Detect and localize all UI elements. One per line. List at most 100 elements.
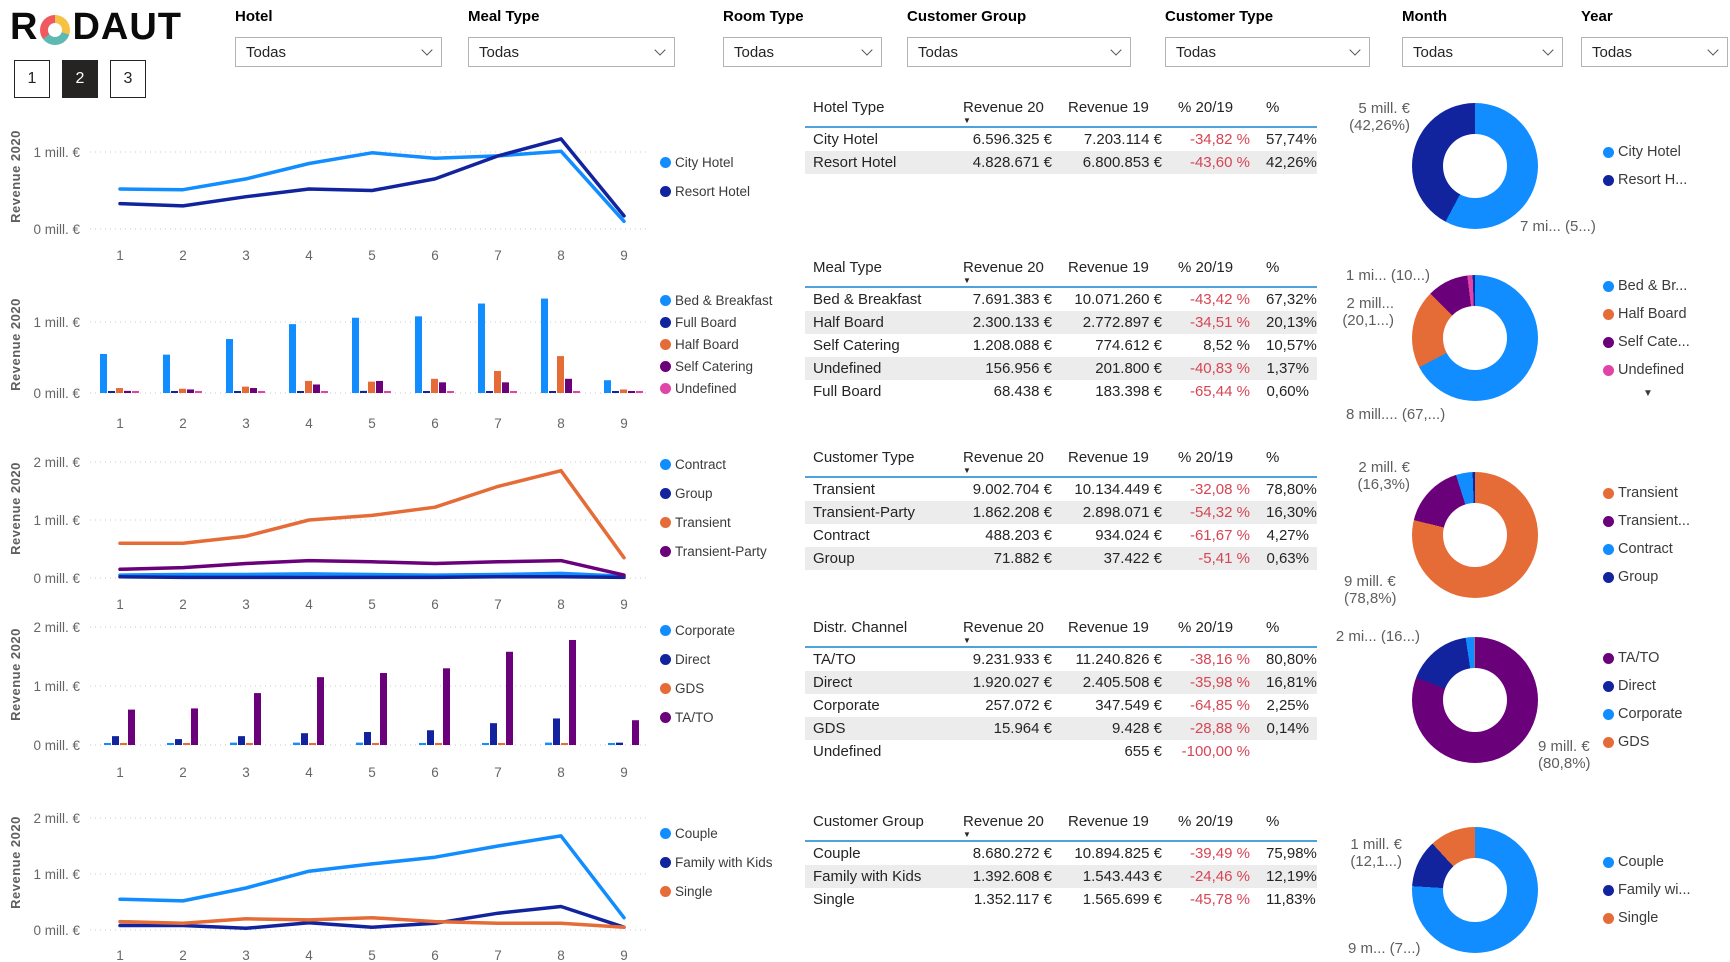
table-cell[interactable] — [1258, 740, 1317, 763]
column-header-[interactable]: % — [1258, 448, 1317, 478]
table-cell[interactable]: Corporate — [813, 697, 880, 714]
table-cell[interactable]: 9.002.704 € — [972, 481, 1052, 498]
table-row-gds[interactable]: GDS 15.964 € 9.428 € -28,88 % 0,14% — [805, 717, 1317, 740]
filter-dropdown-hotel[interactable]: Todas — [235, 37, 442, 67]
table-cell[interactable]: 1.862.208 € — [972, 504, 1052, 521]
table-cell[interactable]: Undefined — [813, 360, 882, 377]
column-header-revenue-19[interactable]: Revenue 19 — [1060, 812, 1170, 842]
table-cell[interactable]: -43,60 % — [1189, 154, 1250, 171]
legend-item-undefined[interactable]: Undefined — [660, 380, 800, 397]
chart-line-city-hotel[interactable]: 0 mill. € 1 mill. € 1 2 3 4 5 6 7 8 9 — [0, 124, 660, 264]
table-cell[interactable]: 0,60% — [1266, 383, 1309, 400]
column-header-20-19[interactable]: % 20/19 — [1170, 258, 1258, 288]
table-cell[interactable]: -65,44 % — [1189, 383, 1250, 400]
table-cell[interactable]: -100,00 % — [1181, 743, 1250, 760]
table-cell[interactable]: Transient-Party — [813, 504, 915, 521]
legend-item-group[interactable]: Group — [660, 485, 800, 502]
filter-dropdown-customer-group[interactable]: Todas — [907, 37, 1131, 67]
column-header-revenue-20[interactable]: Revenue 20 ▼ — [955, 812, 1060, 842]
legend-item-couple[interactable]: Couple — [1603, 854, 1730, 871]
table-cell[interactable]: 0,63% — [1266, 550, 1309, 567]
column-header-revenue-19[interactable]: Revenue 19 — [1060, 618, 1170, 648]
legend-item-family-with-kids[interactable]: Family with Kids — [660, 854, 800, 871]
legend-item-city-hotel[interactable]: City Hotel — [1603, 144, 1730, 161]
legend-item-direct[interactable]: Direct — [660, 651, 800, 668]
table-cell[interactable]: City Hotel — [813, 131, 879, 148]
table-cell[interactable]: 655 € — [1124, 743, 1162, 760]
table-cell[interactable]: 1,37% — [1266, 360, 1309, 377]
table-cell[interactable]: 6.596.325 € — [972, 131, 1052, 148]
column-header-customer-type[interactable]: Customer Type — [805, 448, 955, 478]
table-cell[interactable]: 15.964 € — [993, 720, 1052, 737]
table-cell[interactable]: Single — [813, 891, 855, 908]
table-cell[interactable]: 78,80% — [1266, 481, 1317, 498]
table-cell[interactable]: Group — [813, 550, 855, 567]
table-row-transient[interactable]: Transient 9.002.704 € 10.134.449 € -32,08 %… — [805, 477, 1317, 501]
table-cell[interactable]: -28,88 % — [1189, 720, 1250, 737]
table-cell[interactable]: -38,16 % — [1189, 651, 1250, 668]
table-cell[interactable]: Contract — [813, 527, 870, 544]
column-header-revenue-19[interactable]: Revenue 19 — [1060, 258, 1170, 288]
table-cell[interactable]: 4,27% — [1266, 527, 1309, 544]
table-cell[interactable]: 1.352.117 € — [973, 891, 1052, 908]
table-cell[interactable]: 75,98% — [1266, 845, 1317, 862]
column-header-revenue-19[interactable]: Revenue 19 — [1060, 448, 1170, 478]
table-cell[interactable]: -45,78 % — [1189, 891, 1250, 908]
table-cell[interactable]: -40,83 % — [1189, 360, 1250, 377]
table-cell[interactable]: 774.612 € — [1095, 337, 1162, 354]
column-header-[interactable]: % — [1258, 618, 1317, 648]
table-row-half-board[interactable]: Half Board 2.300.133 € 2.772.897 € -34,51 %… — [805, 311, 1317, 334]
table-cell[interactable]: 2.898.071 € — [1082, 504, 1162, 521]
legend-item-undefined[interactable]: Undefined — [1603, 362, 1730, 379]
legend-item-transient[interactable]: Transient... — [1603, 513, 1730, 530]
column-header-20-19[interactable]: % 20/19 — [1170, 618, 1258, 648]
chart-bar-corporate[interactable]: 0 mill. € 1 mill. € 2 mill. € 1 2 3 4 5 6 7 8 9 — [0, 603, 660, 781]
table-cell[interactable]: -34,82 % — [1189, 131, 1250, 148]
table-cell[interactable]: 8.680.272 € — [972, 845, 1052, 862]
table-cell[interactable] — [955, 740, 1060, 763]
table-row-ta-to[interactable]: TA/TO 9.231.933 € 11.240.826 € -38,16 % 80,8… — [805, 647, 1317, 671]
table-cell[interactable]: -5,41 % — [1198, 550, 1250, 567]
column-header-20-19[interactable]: % 20/19 — [1170, 448, 1258, 478]
legend-item-ta-to[interactable]: TA/TO — [1603, 650, 1730, 667]
table-cell[interactable]: 11,83% — [1266, 891, 1316, 908]
table-cell[interactable]: 1.543.443 € — [1082, 868, 1162, 885]
column-header-revenue-19[interactable]: Revenue 19 — [1060, 98, 1170, 128]
page-button-1[interactable]: 1 — [14, 60, 50, 98]
table-cell[interactable]: 183.398 € — [1095, 383, 1162, 400]
table-cell[interactable]: Self Catering — [813, 337, 900, 354]
table-row-resort-hotel[interactable]: Resort Hotel 4.828.671 € 6.800.853 € -43,60… — [805, 151, 1317, 174]
table-cell[interactable]: -39,49 % — [1189, 845, 1250, 862]
column-header-customer-group[interactable]: Customer Group — [805, 812, 955, 842]
table-cell[interactable]: 2.405.508 € — [1082, 674, 1162, 691]
column-header-20-19[interactable]: % 20/19 — [1170, 98, 1258, 128]
table-cell[interactable]: -34,51 % — [1189, 314, 1250, 331]
legend-item-gds[interactable]: GDS — [1603, 734, 1730, 751]
table-cell[interactable]: 9.231.933 € — [972, 651, 1052, 668]
table-cell[interactable]: Undefined — [813, 743, 882, 760]
table-cell[interactable]: 37.422 € — [1103, 550, 1162, 567]
legend-item-transient[interactable]: Transient — [660, 514, 800, 531]
column-header-[interactable]: % — [1258, 812, 1317, 842]
column-header-meal-type[interactable]: Meal Type — [805, 258, 955, 288]
column-header-distr-channel[interactable]: Distr. Channel — [805, 618, 955, 648]
legend-item-gds[interactable]: GDS — [660, 680, 800, 697]
chart-line-couple[interactable]: 0 mill. € 1 mill. € 2 mill. € 1 2 3 4 5 6 7 8 9 — [0, 794, 660, 962]
table-cell[interactable]: -54,32 % — [1189, 504, 1250, 521]
table-cell[interactable]: 10.134.449 € — [1074, 481, 1162, 498]
table-cell[interactable]: 1.392.608 € — [972, 868, 1052, 885]
table-cell[interactable]: 257.072 € — [985, 697, 1052, 714]
column-header-revenue-20[interactable]: Revenue 20 ▼ — [955, 98, 1060, 128]
legend-item-ta-to[interactable]: TA/TO — [660, 709, 800, 726]
table-row-bed-breakfast[interactable]: Bed & Breakfast 7.691.383 € 10.071.260 € -4… — [805, 287, 1317, 311]
table-cell[interactable]: -32,08 % — [1189, 481, 1250, 498]
table-row-corporate[interactable]: Corporate 257.072 € 347.549 € -64,85 % 2,25% — [805, 694, 1317, 717]
table-cell[interactable]: 10.894.825 € — [1074, 845, 1162, 862]
legend-item-group[interactable]: Group — [1603, 569, 1730, 586]
legend-item-bed-breakfast[interactable]: Bed & Breakfast — [660, 292, 800, 309]
table-row-family-with-kids[interactable]: Family with Kids 1.392.608 € 1.543.443 € -2… — [805, 865, 1317, 888]
table-row-single[interactable]: Single 1.352.117 € 1.565.699 € -45,78 % 11,8… — [805, 888, 1317, 911]
table-cell[interactable]: 11.240.826 € — [1075, 651, 1162, 668]
table-cell[interactable]: 12,19% — [1266, 868, 1317, 885]
column-header-revenue-20[interactable]: Revenue 20 ▼ — [955, 448, 1060, 478]
